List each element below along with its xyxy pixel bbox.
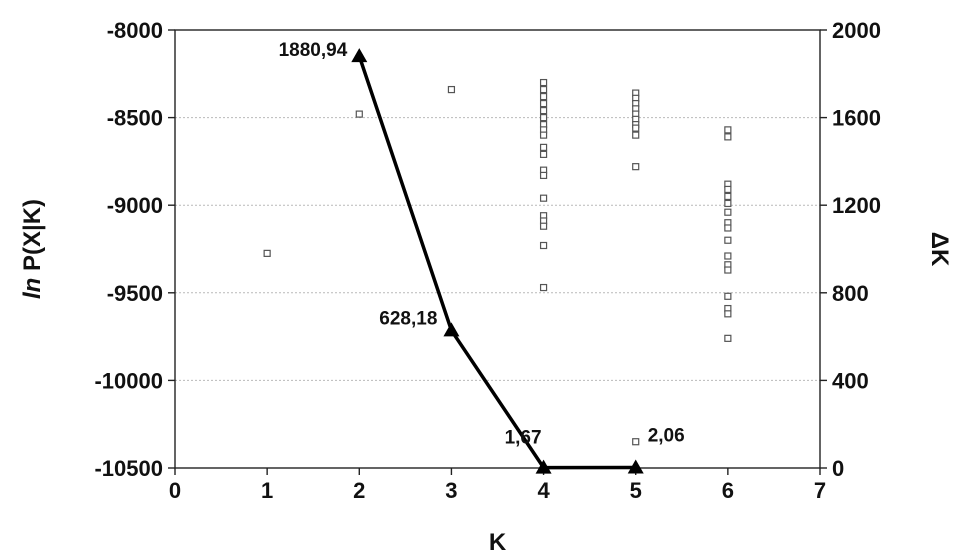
scatter-point [724,208,732,216]
deltaK-data-label: 1,67 [505,428,542,449]
scatter-point [539,85,548,94]
x-tick-label: 0 [169,478,181,503]
data-labels: 1880,94 628,18 1,67 2,06 [279,40,685,449]
scatter-point [539,241,548,250]
left-y-axis-title: ln P(X|K) [19,199,46,299]
scatter-point [724,236,732,244]
y-left-tick-label: -8500 [107,106,163,131]
scatter-point [724,334,732,342]
y-right-tick-label: 400 [832,368,869,393]
scatter-point [724,133,732,141]
deltaK-data-label: 2,06 [648,426,685,447]
scatter-point [539,113,548,122]
plot-area-frame [174,29,821,469]
line-series-deltaK [351,48,644,474]
deltaK-point [443,322,460,337]
deltaK-point [627,459,644,474]
x-tick-label: 2 [353,478,365,503]
scatter-point [539,222,548,230]
scatter-point [539,106,548,115]
scatter-point [724,192,732,201]
scatter-point [539,131,548,139]
y-left-tick-label: -9500 [107,281,163,306]
x-tick-label: 1 [261,478,273,503]
deltaK-data-label: 1880,94 [279,40,348,61]
deltaK-data-label: 628,18 [379,308,437,329]
left-y-axis-title-italic: ln [19,278,46,299]
scatter-point [724,126,732,134]
scatter-point [724,310,732,318]
scatter-point [632,438,640,446]
scatter-point [539,78,548,87]
y-left-tick-label: -10000 [94,368,163,393]
scatter-point [539,194,548,202]
x-tick-label: 3 [445,478,457,503]
deltaK-point [535,459,552,474]
y-right-tick-label: 0 [832,456,844,481]
left-y-axis-title-rest: P(X|K) [19,199,46,278]
deltaK-line [357,55,636,470]
axis-ticks: -8000-8500-9000-9500-10000-1050020001600… [94,18,880,503]
y-right-tick-label: 2000 [832,18,881,43]
scatter-point [355,110,363,118]
x-axis-title: K [489,529,507,554]
scatter-point [539,92,548,101]
scatter-point [724,199,732,208]
gridlines [175,117,820,381]
scatter-point [724,185,732,194]
y-right-tick-label: 800 [832,281,869,306]
right-y-axis-title: ΔK [926,232,953,267]
x-tick-label: 6 [722,478,734,503]
scatter-series-lnP [263,78,732,446]
scatter-point [632,124,640,132]
scatter-point [724,224,732,232]
x-tick-label: 4 [537,478,550,503]
y-left-tick-label: -8000 [107,18,163,43]
scatter-point [263,249,271,257]
scatter-point [632,131,640,139]
scatter-point [724,292,732,300]
y-right-tick-label: 1600 [832,106,881,131]
deltaK-point [351,48,368,63]
scatter-point [724,266,732,274]
scatter-point [447,85,456,94]
y-left-tick-label: -9000 [107,193,163,218]
scatter-point [539,99,548,108]
x-tick-label: 5 [630,478,642,503]
scatter-point [724,252,732,260]
scatter-point [539,150,548,158]
y-right-tick-label: 1200 [832,193,881,218]
x-tick-label: 7 [814,478,826,503]
y-left-tick-label: -10500 [94,456,163,481]
scatter-point [539,283,548,292]
scatter-point [539,143,548,151]
scatter-point [632,163,640,171]
scatter-point [539,171,548,180]
